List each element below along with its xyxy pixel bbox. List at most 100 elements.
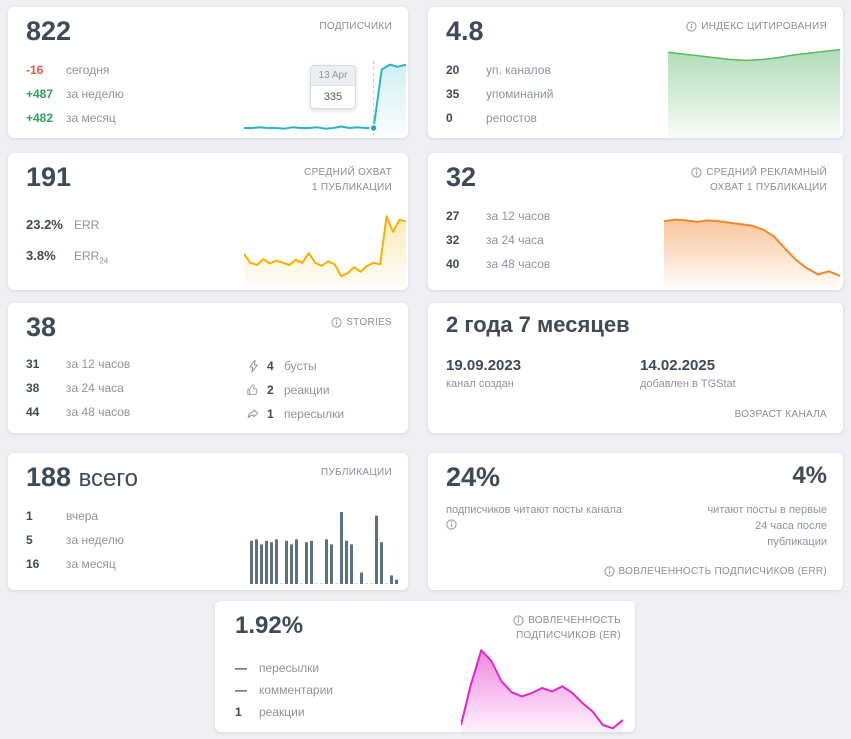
stat-row-48h: 40 за 48 часов bbox=[446, 257, 550, 271]
avg-reach-value: 191 bbox=[26, 162, 72, 192]
stat-row-channels: 20 уп. каналов bbox=[446, 63, 553, 77]
stat-value: 1 bbox=[26, 509, 33, 523]
channel-age-card: 2 года 7 месяцев 19.09.2023 канал создан… bbox=[428, 303, 843, 433]
avg-reach-card-title: СРЕДНИЙ ОХВАТ 1 ПУБЛИКАЦИИ bbox=[304, 165, 392, 195]
stat-value: 35 bbox=[446, 87, 460, 101]
info-icon[interactable] bbox=[691, 167, 702, 178]
stat-row-today: -16 сегодня bbox=[26, 63, 124, 77]
stat-label: за 24 часа bbox=[66, 381, 124, 395]
thumbs-up-icon bbox=[246, 384, 260, 396]
stat-row-err: 23.2% ERR bbox=[26, 217, 108, 232]
stat-label: за месяц bbox=[66, 557, 116, 571]
publications-total-suffix: всего bbox=[78, 465, 138, 492]
publications-title-text: ПУБЛИКАЦИИ bbox=[320, 467, 392, 478]
legend-value: 1 bbox=[235, 705, 242, 719]
stat-value: +482 bbox=[26, 111, 54, 125]
stat-value: 31 bbox=[26, 357, 40, 371]
citation-stats: 20 уп. каналов 35 упоминаний 0 репостов bbox=[446, 63, 553, 135]
stat-row-month: +482 за месяц bbox=[26, 111, 124, 125]
ad-reach-chart[interactable] bbox=[664, 207, 840, 287]
boost-icon bbox=[246, 359, 260, 373]
subscribers-stats: -16 сегодня +487 за неделю +482 за месяц bbox=[26, 63, 124, 135]
citation-chart[interactable] bbox=[668, 44, 840, 138]
stat-row-reposts: 0 репостов bbox=[446, 111, 553, 125]
citation-index-value: 4.8 bbox=[446, 16, 484, 46]
reactions-value: 2 bbox=[267, 383, 274, 397]
stat-label: за 12 часов bbox=[486, 209, 551, 223]
er-value: 1.92% bbox=[235, 612, 304, 639]
forwards-value: 1 bbox=[267, 407, 274, 421]
stories-card-title: STORIES bbox=[331, 315, 392, 330]
info-icon[interactable] bbox=[513, 615, 524, 626]
err-label: ERR bbox=[74, 218, 100, 232]
stories-extra-stats: 4 бусты 2 реакции 1 пересылки bbox=[246, 359, 344, 431]
info-icon[interactable] bbox=[603, 566, 615, 577]
tooltip-date: 13 Apr bbox=[311, 66, 355, 86]
channel-age-card-title: ВОЗРАСТ КАНАЛА bbox=[735, 407, 827, 422]
info-icon[interactable] bbox=[331, 317, 342, 328]
created-date-block: 19.09.2023 канал создан bbox=[446, 357, 521, 390]
created-date: 19.09.2023 bbox=[446, 357, 522, 374]
err-card-title: ВОВЛЕЧЕННОСТЬ ПОДПИСЧИКОВ (ERR) bbox=[603, 564, 827, 579]
avg-reach-chart[interactable] bbox=[244, 209, 406, 287]
err-card: 24% подписчиков читают посты канала 4% ч… bbox=[428, 453, 843, 590]
publications-total-value: 188 bbox=[26, 462, 72, 492]
forwards-row: 1 пересылки bbox=[246, 407, 344, 421]
stat-value: +487 bbox=[26, 87, 54, 101]
stat-row-mentions: 35 упоминаний bbox=[446, 87, 553, 101]
err-right-value: 4% bbox=[792, 462, 827, 489]
stat-row-12h: 31 за 12 часов bbox=[26, 357, 130, 371]
stat-label: сегодня bbox=[66, 63, 110, 77]
stat-value: 5 bbox=[26, 533, 33, 547]
publications-total: 188 всего bbox=[26, 463, 138, 491]
stat-row-week: 5 за неделю bbox=[26, 533, 124, 547]
boosts-label: бусты bbox=[284, 359, 317, 373]
er-title-line1: ВОВЛЕЧЕННОСТЬ bbox=[528, 615, 621, 626]
added-date: 14.02.2025 bbox=[640, 357, 716, 374]
stat-value: 44 bbox=[26, 405, 40, 419]
stat-label: за 48 часов bbox=[486, 257, 551, 271]
stat-label: за 12 часов bbox=[66, 357, 131, 371]
info-icon[interactable] bbox=[686, 21, 697, 32]
stories-value: 38 bbox=[26, 312, 57, 342]
err-right-label: читают посты в первые 24 часа после публ… bbox=[707, 504, 827, 548]
er-card-title: ВОВЛЕЧЕННОСТЬ ПОДПИСЧИКОВ (ER) bbox=[513, 613, 621, 643]
tooltip-value: 335 bbox=[323, 91, 343, 103]
boosts-row: 4 бусты bbox=[246, 359, 344, 373]
legend-label: комментарии bbox=[259, 683, 333, 697]
stat-value: 16 bbox=[26, 557, 40, 571]
subscribers-count: 822 bbox=[26, 16, 72, 46]
stat-value: 32 bbox=[446, 233, 460, 247]
stat-value: 20 bbox=[446, 63, 460, 77]
ad-reach-value: 32 bbox=[446, 162, 477, 192]
reactions-label: реакции bbox=[284, 383, 330, 397]
err-title-text: ВОВЛЕЧЕННОСТЬ ПОДПИСЧИКОВ (ERR) bbox=[618, 566, 827, 577]
avg-reach-stats: 23.2% ERR 3.8% ERR24 bbox=[26, 217, 108, 275]
avg-reach-title-line2: 1 ПУБЛИКАЦИИ bbox=[311, 182, 392, 193]
err-value: 23.2% bbox=[26, 217, 63, 232]
stat-label: уп. каналов bbox=[486, 63, 551, 77]
legend-label: реакции bbox=[259, 705, 305, 719]
added-date-block: 14.02.2025 добавлен в TGStat bbox=[640, 357, 736, 390]
stat-label: за 24 часа bbox=[486, 233, 544, 247]
legend-value: — bbox=[235, 683, 247, 697]
stories-card: 38 STORIES 31 за 12 часов 38 за 24 часа … bbox=[8, 303, 408, 433]
channel-age-value: 2 года 7 месяцев bbox=[446, 312, 630, 337]
info-icon[interactable] bbox=[446, 519, 457, 530]
forwards-label: пересылки bbox=[284, 407, 345, 421]
forward-arrow-icon bbox=[246, 408, 260, 420]
ad-reach-card-title: СРЕДНИЙ РЕКЛАМНЫЙ ОХВАТ 1 ПУБЛИКАЦИИ bbox=[691, 165, 827, 195]
publications-chart[interactable] bbox=[250, 508, 400, 584]
err24-label: ERR24 bbox=[74, 249, 109, 266]
ad-reach-stats: 27 за 12 часов 32 за 24 часа 40 за 48 ча… bbox=[446, 209, 550, 281]
subscribers-chart[interactable] bbox=[244, 59, 406, 135]
er-chart[interactable] bbox=[461, 644, 623, 732]
stat-row-48h: 44 за 48 часов bbox=[26, 405, 130, 419]
stat-label: репостов bbox=[486, 111, 537, 125]
ad-reach-title-line1: СРЕДНИЙ РЕКЛАМНЫЙ bbox=[706, 167, 827, 178]
stat-row-yesterday: 1 вчера bbox=[26, 509, 124, 523]
stat-row-month: 16 за месяц bbox=[26, 557, 124, 571]
stat-row-24h: 32 за 24 часа bbox=[446, 233, 550, 247]
stat-row-12h: 27 за 12 часов bbox=[446, 209, 550, 223]
